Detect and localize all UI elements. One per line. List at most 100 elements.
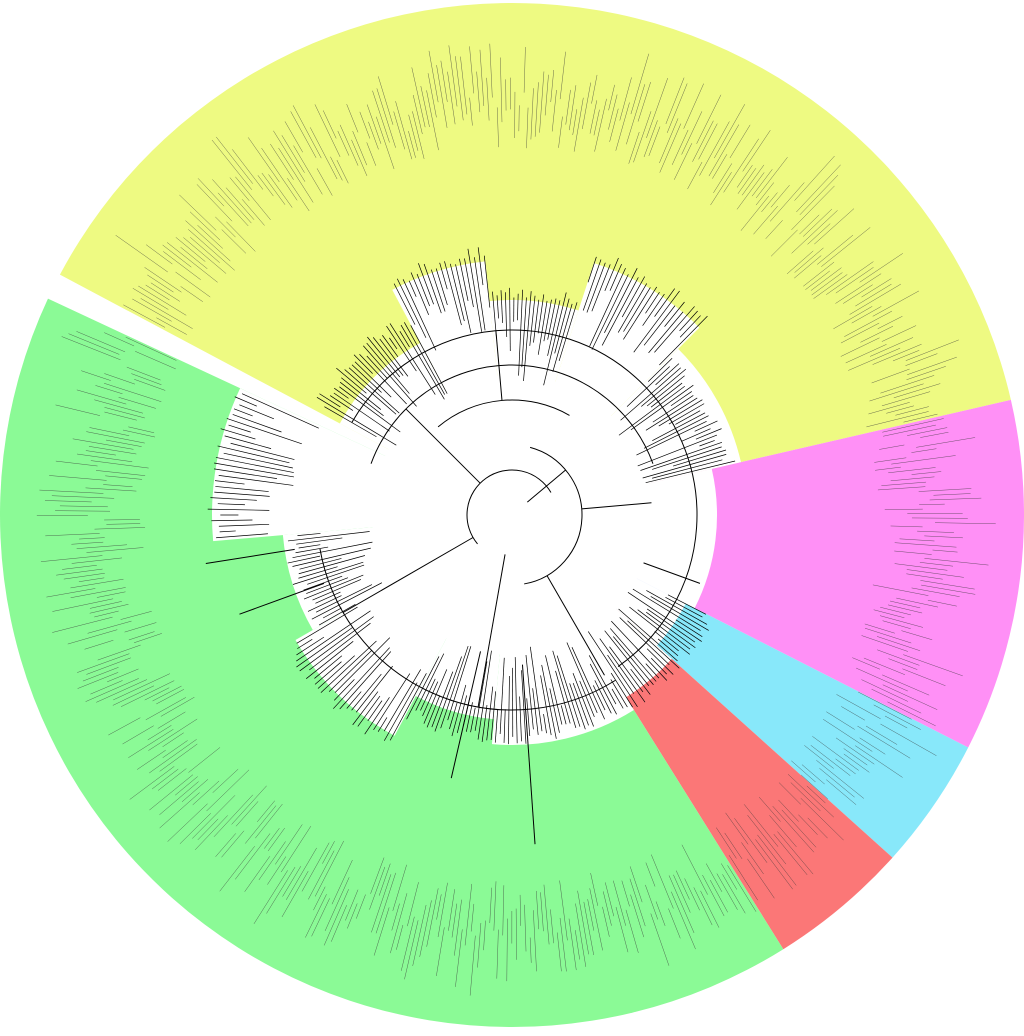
leaf-label bbox=[244, 856, 271, 892]
leaf-label bbox=[106, 439, 142, 447]
leaf-label bbox=[573, 97, 584, 152]
leaf-label bbox=[821, 227, 871, 267]
leaf-label bbox=[293, 145, 323, 195]
leaf-label bbox=[801, 764, 825, 785]
leaf-label bbox=[866, 411, 929, 428]
tip-branch bbox=[318, 603, 356, 626]
tip-branch bbox=[609, 263, 622, 291]
tip-branch bbox=[298, 555, 366, 575]
tip-branch bbox=[357, 695, 381, 727]
leaf-label bbox=[589, 100, 597, 134]
leaf-label bbox=[884, 508, 923, 510]
tip-branch bbox=[640, 441, 723, 471]
tip-branch bbox=[699, 440, 715, 447]
tip-branch bbox=[435, 268, 448, 306]
leaf-label bbox=[55, 510, 111, 512]
leaf-label bbox=[94, 527, 146, 530]
tip-branch bbox=[604, 268, 638, 334]
leaf-label bbox=[275, 824, 303, 865]
leaf-label bbox=[871, 688, 922, 714]
leaf-label bbox=[188, 747, 221, 773]
tip-branch bbox=[658, 399, 703, 427]
branch-radial bbox=[405, 408, 481, 484]
leaf-label bbox=[851, 306, 882, 324]
tip-branch bbox=[566, 642, 598, 714]
leaf-label bbox=[162, 244, 192, 268]
leaf-label bbox=[347, 903, 358, 929]
tip-branch bbox=[650, 382, 683, 408]
leaf-label bbox=[70, 579, 124, 589]
leaf-label bbox=[906, 366, 946, 380]
tip-branch bbox=[525, 655, 534, 730]
leaf-label bbox=[46, 588, 96, 598]
leaf-label bbox=[62, 565, 97, 570]
leaf-label bbox=[72, 438, 134, 450]
leaf-label bbox=[917, 530, 954, 533]
tip-branch bbox=[589, 663, 617, 715]
leaf-label bbox=[76, 389, 127, 405]
leaf-label bbox=[419, 900, 432, 957]
tip-branch bbox=[518, 289, 523, 376]
leaf-label bbox=[794, 247, 824, 273]
leaf-label bbox=[313, 886, 326, 911]
tip-branch bbox=[296, 610, 371, 662]
leaf-label bbox=[175, 237, 206, 262]
leaf-label bbox=[534, 82, 539, 137]
inner-gap-yellow-2 bbox=[489, 300, 579, 515]
tip-branch bbox=[675, 410, 701, 425]
tip-branch bbox=[314, 655, 343, 679]
leaf-label bbox=[724, 832, 743, 860]
leaf-label bbox=[126, 366, 161, 381]
tip-branch bbox=[646, 608, 696, 643]
tip-branch bbox=[607, 654, 635, 694]
leaf-label bbox=[128, 631, 155, 641]
leaf-label bbox=[486, 77, 490, 121]
leaf-label bbox=[907, 427, 948, 436]
tip-branch bbox=[402, 279, 437, 351]
leaf-label bbox=[408, 130, 416, 158]
leaf-label bbox=[378, 863, 391, 896]
leaf-label bbox=[242, 199, 265, 226]
leaf-label bbox=[855, 283, 892, 307]
leaf-label bbox=[615, 102, 630, 151]
leaf-label bbox=[128, 729, 174, 758]
leaf-label bbox=[932, 549, 958, 553]
tip-branch bbox=[610, 679, 628, 708]
leaf-label bbox=[540, 892, 544, 932]
leaf-label bbox=[872, 584, 929, 596]
leaf-label bbox=[440, 60, 448, 102]
leaf-label bbox=[919, 562, 954, 567]
leaf-label bbox=[873, 609, 905, 618]
tip-branch bbox=[403, 322, 446, 395]
leaf-label bbox=[826, 261, 874, 295]
leaf-label bbox=[140, 298, 193, 329]
leaf-label bbox=[314, 104, 341, 157]
leaf-label bbox=[794, 155, 835, 201]
leaf-label bbox=[330, 156, 343, 181]
leaf-label bbox=[55, 404, 101, 416]
leaf-label bbox=[519, 894, 521, 926]
leaf-label bbox=[104, 411, 137, 421]
leaf-label bbox=[544, 74, 549, 116]
tip-branch bbox=[543, 714, 547, 734]
tip-branch bbox=[650, 596, 709, 631]
leaf-label bbox=[791, 760, 816, 783]
leaf-label bbox=[813, 274, 848, 299]
leaf-label bbox=[807, 223, 831, 245]
tip-branch bbox=[451, 684, 467, 737]
leaf-label bbox=[179, 194, 217, 231]
leaf-label bbox=[49, 475, 107, 481]
tip-branch bbox=[351, 364, 382, 393]
tip-branch bbox=[298, 544, 321, 549]
tip-branch bbox=[367, 700, 383, 722]
tip-branch bbox=[215, 486, 269, 492]
tip-branch bbox=[586, 262, 606, 313]
leaf-label bbox=[736, 172, 765, 210]
leaf-label bbox=[149, 774, 194, 811]
leaf-label bbox=[81, 370, 111, 381]
leaf-label bbox=[859, 253, 903, 283]
leaf-label bbox=[145, 697, 186, 720]
tip-branch bbox=[297, 639, 313, 649]
leaf-label bbox=[336, 160, 349, 184]
leaf-label bbox=[919, 503, 945, 505]
